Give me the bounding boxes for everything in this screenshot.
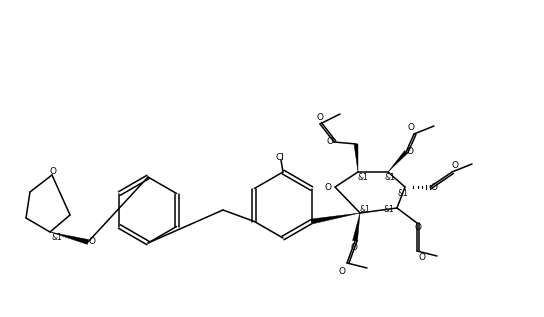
Text: &1: &1	[385, 172, 395, 182]
Text: O: O	[430, 183, 437, 191]
Polygon shape	[353, 213, 360, 242]
Polygon shape	[50, 232, 89, 244]
Text: &1: &1	[357, 172, 368, 182]
Polygon shape	[354, 144, 358, 172]
Text: O: O	[317, 113, 324, 121]
Text: O: O	[325, 183, 331, 191]
Text: O: O	[407, 122, 415, 132]
Text: O: O	[89, 236, 96, 245]
Polygon shape	[388, 151, 407, 172]
Text: O: O	[406, 146, 413, 156]
Text: &1: &1	[360, 205, 370, 215]
Text: O: O	[338, 267, 345, 275]
Text: Cl: Cl	[275, 153, 284, 163]
Polygon shape	[311, 213, 360, 224]
Text: &1: &1	[384, 205, 394, 215]
Text: &1: &1	[52, 232, 63, 242]
Text: O: O	[415, 223, 422, 232]
Text: &1: &1	[398, 189, 409, 197]
Text: O: O	[350, 243, 357, 251]
Text: O: O	[326, 137, 333, 146]
Text: O: O	[418, 254, 425, 262]
Text: O: O	[452, 160, 459, 170]
Text: O: O	[50, 167, 57, 177]
